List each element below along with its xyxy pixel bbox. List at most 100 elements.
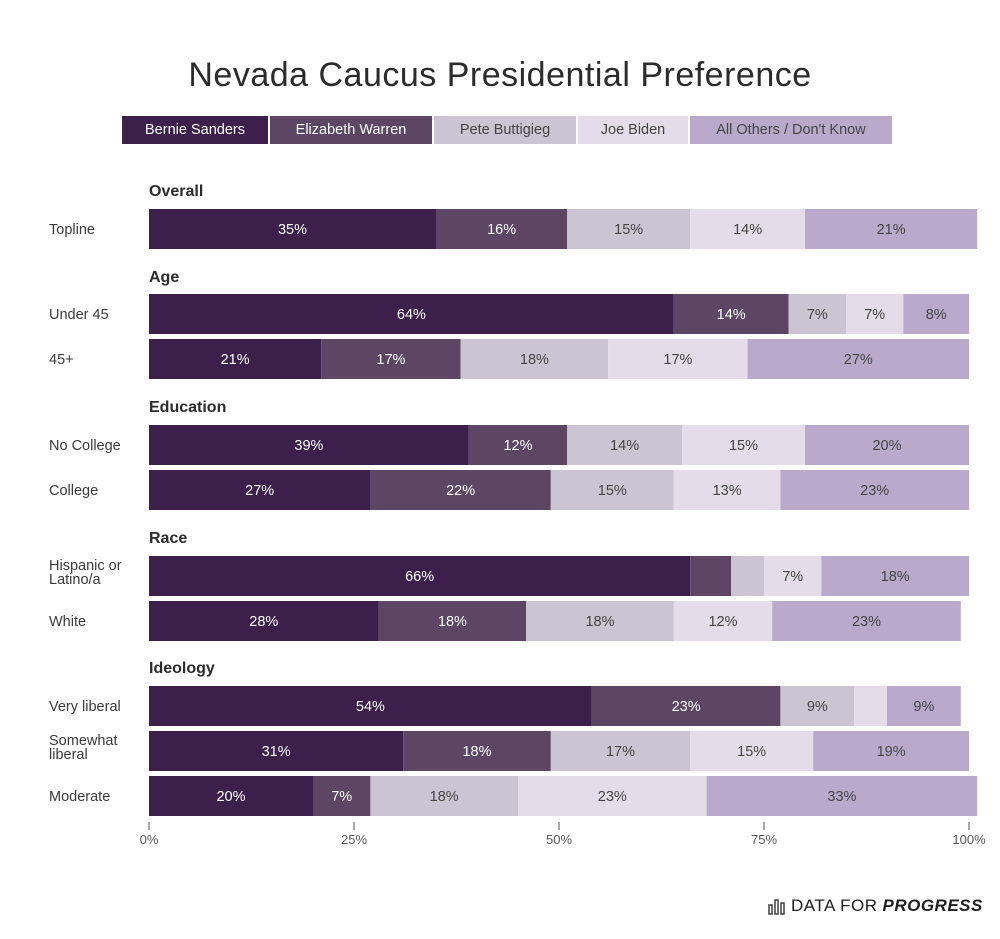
bar-segment-moderate-joe-biden (518, 776, 707, 816)
bar-segment-white-pete-buttigieg (526, 601, 674, 641)
data-label-45-elizabeth-warren: 17% (376, 352, 405, 368)
data-label-under-45-elizabeth-warren: 14% (717, 307, 746, 323)
bar-segment-somewhat-liberal-bernie-sanders (149, 731, 404, 771)
data-label-college-elizabeth-warren: 22% (446, 483, 475, 499)
bar-segment-college-elizabeth-warren (370, 470, 551, 510)
x-tick-label: 0% (140, 832, 159, 847)
bar-segment-white-bernie-sanders (149, 601, 379, 641)
bar-segment-somewhat-liberal-pete-buttigieg (550, 731, 691, 771)
data-label-moderate-pete-buttigieg: 18% (430, 789, 459, 805)
data-label-topline-pete-buttigieg: 15% (614, 222, 643, 238)
brand-prefix: DATA FOR (791, 896, 878, 915)
bar-segment-45-elizabeth-warren (321, 339, 461, 379)
bar-segment-college-all-others-don-t-know (780, 470, 969, 510)
bar-segment-under-45-pete-buttigieg (788, 294, 846, 334)
data-label-under-45-joe-biden: 7% (864, 307, 885, 323)
bar-segment-no-college-pete-buttigieg (567, 425, 682, 465)
data-label-very-liberal-elizabeth-warren: 23% (672, 699, 701, 715)
data-label-somewhat-liberal-joe-biden: 15% (737, 744, 766, 760)
x-tick-label: 75% (751, 832, 777, 847)
data-label-somewhat-liberal-elizabeth-warren: 18% (462, 744, 491, 760)
bar-segment-topline-elizabeth-warren (436, 209, 568, 249)
bar-segment-moderate-bernie-sanders (149, 776, 313, 816)
data-label-hispanic-or-latino-a-joe-biden: 7% (782, 569, 803, 585)
row-label-hispanic-or-latino-a: Hispanic or Latino/a (49, 558, 122, 588)
data-label-under-45-all-others-don-t-know: 8% (926, 307, 947, 323)
brand-emphasis: PROGRESS (882, 896, 983, 915)
data-label-somewhat-liberal-bernie-sanders: 31% (262, 744, 291, 760)
bar-segment-college-pete-buttigieg (550, 470, 674, 510)
bar-segment-under-45-joe-biden (846, 294, 904, 334)
data-label-under-45-pete-buttigieg: 7% (807, 307, 828, 323)
bar-segment-45-pete-buttigieg (460, 339, 609, 379)
legend-item-joe-biden: Joe Biden (578, 116, 688, 144)
bar-segment-somewhat-liberal-joe-biden (690, 731, 814, 771)
bar-segment-no-college-joe-biden (682, 425, 805, 465)
bar-segment-very-liberal-all-others-don-t-know (887, 686, 961, 726)
bar-segment-white-elizabeth-warren (378, 601, 527, 641)
data-label-somewhat-liberal-pete-buttigieg: 17% (606, 744, 635, 760)
data-label-topline-elizabeth-warren: 16% (487, 222, 516, 238)
chart-legend: Bernie Sanders Elizabeth Warren Pete Butti… (122, 116, 892, 144)
data-label-white-all-others-don-t-know: 23% (852, 614, 881, 630)
row-label-somewhat-liberal: Somewhat liberal (49, 733, 118, 763)
bar-segment-topline-all-others-don-t-know (805, 209, 978, 249)
row-label-under-45: Under 45 (49, 307, 109, 323)
data-label-hispanic-or-latino-a-all-others-don-t-know: 18% (881, 569, 910, 585)
bar-segment-college-joe-biden (673, 470, 781, 510)
bar-segment-moderate-pete-buttigieg (370, 776, 518, 816)
data-label-white-pete-buttigieg: 18% (585, 614, 614, 630)
bar-segment-hispanic-or-latino-a-joe-biden (764, 556, 822, 596)
data-label-45-joe-biden: 17% (663, 352, 692, 368)
data-label-45-pete-buttigieg: 18% (520, 352, 549, 368)
bar-segment-under-45-bernie-sanders (149, 294, 674, 334)
data-label-hispanic-or-latino-a-bernie-sanders: 66% (405, 569, 434, 585)
data-label-college-bernie-sanders: 27% (245, 483, 274, 499)
legend-item-bernie-sanders: Bernie Sanders (122, 116, 268, 144)
row-label-no-college: No College (49, 438, 121, 454)
data-label-no-college-joe-biden: 15% (729, 438, 758, 454)
bar-segment-45-all-others-don-t-know (747, 339, 969, 379)
row-label-white: White (49, 614, 86, 630)
bar-segment-no-college-bernie-sanders (149, 425, 469, 465)
data-label-under-45-bernie-sanders: 64% (397, 307, 426, 323)
row-label-very-liberal: Very liberal (49, 699, 121, 715)
data-label-moderate-elizabeth-warren: 7% (331, 789, 352, 805)
bar-segment-topline-pete-buttigieg (567, 209, 691, 249)
bar-segment-topline-bernie-sanders (149, 209, 436, 249)
data-label-white-bernie-sanders: 28% (249, 614, 278, 630)
bar-segment-hispanic-or-latino-a-elizabeth-warren (690, 556, 732, 596)
bar-segment-topline-joe-biden (690, 209, 805, 249)
legend-item-all-others-don-t-know: All Others / Don't Know (690, 116, 892, 144)
data-label-no-college-bernie-sanders: 39% (294, 438, 323, 454)
bar-segment-hispanic-or-latino-a-bernie-sanders (149, 556, 691, 596)
data-label-very-liberal-pete-buttigieg: 9% (807, 699, 828, 715)
x-tick-label: 100% (952, 832, 986, 847)
bar-segment-white-joe-biden (673, 601, 773, 641)
bar-segment-45-bernie-sanders (149, 339, 322, 379)
bar-segment-very-liberal-joe-biden (854, 686, 887, 726)
row-label-moderate: Moderate (49, 789, 110, 805)
bar-segment-under-45-all-others-don-t-know (903, 294, 969, 334)
bar-segment-somewhat-liberal-all-others-don-t-know (813, 731, 969, 771)
group-header-overall: Overall (149, 183, 203, 200)
bar-segment-very-liberal-pete-buttigieg (780, 686, 855, 726)
group-header-ideology: Ideology (149, 660, 215, 677)
x-tick-label: 50% (546, 832, 572, 847)
data-label-very-liberal-all-others-don-t-know: 9% (913, 699, 934, 715)
bar-segment-under-45-elizabeth-warren (673, 294, 789, 334)
data-label-moderate-bernie-sanders: 20% (216, 789, 245, 805)
data-label-white-joe-biden: 12% (708, 614, 737, 630)
data-label-topline-all-others-don-t-know: 21% (877, 222, 906, 238)
bar-segment-moderate-all-others-don-t-know (706, 776, 978, 816)
data-label-45-bernie-sanders: 21% (221, 352, 250, 368)
data-label-college-all-others-don-t-know: 23% (860, 483, 889, 499)
row-label-topline: Topline (49, 222, 95, 238)
bar-segment-no-college-elizabeth-warren (468, 425, 568, 465)
data-label-topline-joe-biden: 14% (733, 222, 762, 238)
bar-segment-white-all-others-don-t-know (772, 601, 961, 641)
data-label-moderate-all-others-don-t-know: 33% (827, 789, 856, 805)
bar-segment-hispanic-or-latino-a-all-others-don-t-know (821, 556, 969, 596)
bar-segment-somewhat-liberal-elizabeth-warren (403, 731, 551, 771)
data-label-very-liberal-bernie-sanders: 54% (356, 699, 385, 715)
